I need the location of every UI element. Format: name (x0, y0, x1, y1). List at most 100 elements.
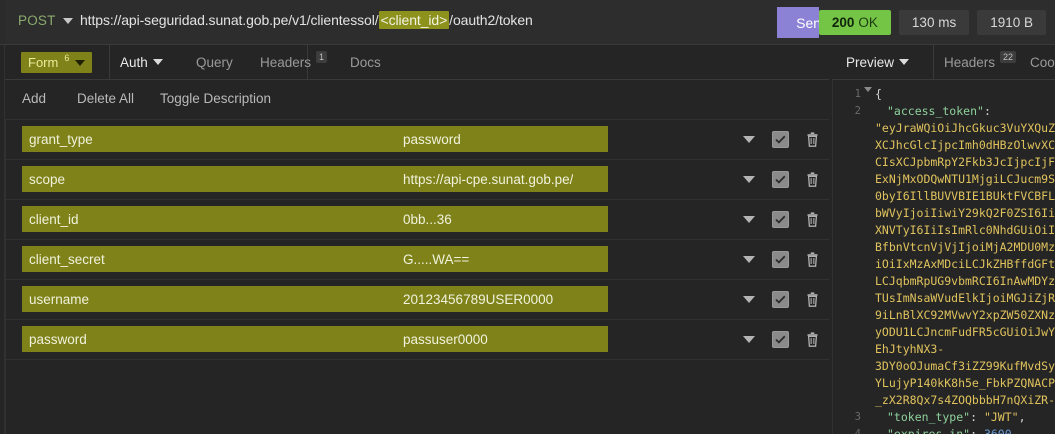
row-actions (743, 211, 819, 228)
token-text: 0byI6IllBUVVBIE1BUktFVCBFLkk (875, 189, 1055, 203)
form-key-input[interactable]: username (22, 286, 396, 312)
delete-row-icon[interactable] (806, 172, 819, 187)
chevron-down-icon[interactable] (743, 176, 755, 183)
tab-query[interactable]: Query (196, 45, 233, 79)
tab-response-headers[interactable]: Headers 22 (944, 45, 1017, 79)
delete-row-icon[interactable] (806, 292, 819, 307)
tab-preview[interactable]: Preview (846, 45, 910, 79)
token-text: "eyJraWQiOiJhcGkuc3VuYXQuZ29 (875, 121, 1055, 135)
tab-auth[interactable]: Auth (120, 45, 163, 79)
form-key-input[interactable]: client_secret (22, 246, 396, 272)
table-row: client_id 0bb...36 (6, 200, 829, 240)
form-key-text: client_id (29, 211, 79, 227)
tab-form-badge: 6 (64, 52, 70, 63)
chevron-down-icon[interactable] (152, 59, 163, 65)
token-text: ExNjMxODQwNTU1MjgiLCJucm9SZW (875, 172, 1055, 186)
row-enabled-checkbox[interactable] (772, 291, 789, 308)
form-value-input[interactable]: G.....WA== (396, 246, 608, 272)
add-button[interactable]: Add (22, 91, 47, 106)
chevron-down-icon (62, 17, 73, 24)
token-text: BfbnVtcnVjVjIjoiMjA2MDU0MzE4Nz (875, 240, 1055, 254)
tab-form[interactable]: Form 6 (21, 52, 93, 73)
json-key: "token_type" (887, 410, 971, 424)
tab-headers[interactable]: Headers 1 (260, 45, 328, 79)
form-value-text: 0bb...36 (403, 211, 452, 227)
delete-row-icon[interactable] (806, 132, 819, 147)
url-suffix: /oauth2/token (449, 12, 533, 28)
form-key-input[interactable]: grant_type (22, 126, 396, 152)
form-value-input[interactable]: https://api-cpe.sunat.gob.pe/ (396, 166, 608, 192)
form-body: grant_type password scope https://api-cp… (5, 120, 829, 434)
delete-row-icon[interactable] (806, 252, 819, 267)
token-text: _zX2R8Qx7s4ZOQbbbH7nQXiZR-5h (875, 393, 1055, 407)
row-enabled-checkbox[interactable] (772, 131, 789, 148)
tab-cookies-label: Coo (1030, 54, 1055, 70)
delete-row-icon[interactable] (806, 212, 819, 227)
chevron-down-icon[interactable] (743, 336, 755, 343)
chevron-down-icon[interactable] (75, 59, 86, 66)
code-line: 3 "token_type": "JWT", (833, 409, 1055, 426)
json-punct: : (983, 104, 991, 118)
code-text: { (875, 87, 882, 101)
tab-docs[interactable]: Docs (350, 45, 381, 79)
chevron-down-icon[interactable] (743, 136, 755, 143)
token-wrap-line: 3DY0oOJumaCf3iZZ99KufMvdSyRT (833, 358, 1055, 375)
status-badge: 200 OK (818, 9, 891, 35)
form-key-text: scope (29, 171, 66, 187)
fold-arrow-icon[interactable] (864, 87, 872, 92)
table-row: grant_type password (6, 120, 829, 160)
response-tab-strip: Preview Headers 22 Coo (832, 45, 1055, 80)
url-path-variable[interactable]: <client_id> (378, 11, 450, 29)
status-code: 200 (831, 14, 855, 30)
row-actions (743, 251, 819, 268)
row-enabled-checkbox[interactable] (772, 251, 789, 268)
http-method-label: POST (18, 13, 56, 28)
row-enabled-checkbox[interactable] (772, 331, 789, 348)
http-method-selector[interactable]: POST (18, 13, 73, 28)
form-value-input[interactable]: 20123456789USER0000 (396, 286, 608, 312)
row-enabled-checkbox[interactable] (772, 211, 789, 228)
token-wrap-line: _zX2R8Qx7s4ZOQbbbH7nQXiZR-5h (833, 392, 1055, 409)
chevron-down-icon[interactable] (743, 256, 755, 263)
form-value-input[interactable]: 0bb...36 (396, 206, 608, 232)
delete-row-icon[interactable] (806, 332, 819, 347)
token-text: TUsImNsaWVudElkIjoiMGJiZjRkN (875, 291, 1055, 305)
form-key-input[interactable]: password (22, 326, 396, 352)
row-enabled-checkbox[interactable] (772, 171, 789, 188)
line-number: 3 (854, 411, 861, 423)
form-action-row: Add Delete All Toggle Description (5, 80, 829, 120)
json-number: 3600 (983, 427, 1012, 434)
form-value-text: passuser0000 (403, 331, 488, 347)
request-url-bar: POST https://api-seguridad.sunat.gob.pe/… (0, 0, 1055, 45)
code-text: "access_token": (887, 103, 991, 120)
chevron-down-icon[interactable] (743, 296, 755, 303)
url-input[interactable]: https://api-seguridad.sunat.gob.pe/v1/cl… (80, 11, 533, 29)
chevron-down-icon[interactable] (899, 59, 910, 65)
form-value-input[interactable]: passuser0000 (396, 326, 608, 352)
line-number: 2 (854, 105, 861, 117)
toggle-description-button[interactable]: Toggle Description (160, 91, 272, 106)
row-actions (743, 291, 819, 308)
response-time-badge: 130 ms (898, 9, 970, 35)
token-wrap-line: EhJtyhNX3- (833, 341, 1055, 358)
token-wrap-line: 0byI6IllBUVVBIE1BUktFVCBFLkk (833, 188, 1055, 205)
delete-all-button[interactable]: Delete All (77, 91, 135, 106)
tab-docs-label: Docs (350, 54, 381, 70)
tab-divider (307, 45, 308, 79)
response-preview-panel[interactable]: 1 { 2 "access_token": "eyJraWQiOiJhcGkuc… (832, 80, 1055, 434)
tab-cookies[interactable]: Coo (1030, 45, 1055, 79)
row-actions (743, 131, 819, 148)
token-wrap-line: ExNjMxODQwNTU1MjgiLCJucm9SZW (833, 171, 1055, 188)
form-key-input[interactable]: scope (22, 166, 396, 192)
chevron-down-icon[interactable] (743, 216, 755, 223)
form-key-input[interactable]: client_id (22, 206, 396, 232)
tab-preview-label: Preview (846, 54, 895, 70)
form-value-input[interactable]: password (396, 126, 608, 152)
row-actions (743, 331, 819, 348)
tab-headers-label: Headers (260, 54, 312, 70)
code-line: 1 { (833, 86, 1055, 103)
token-wrap-line: TUsImNsaWVudElkIjoiMGJiZjRkN (833, 290, 1055, 307)
form-key-text: password (29, 331, 87, 347)
json-viewer[interactable]: 1 { 2 "access_token": "eyJraWQiOiJhcGkuc… (833, 86, 1055, 434)
status-text: OK (858, 14, 878, 30)
